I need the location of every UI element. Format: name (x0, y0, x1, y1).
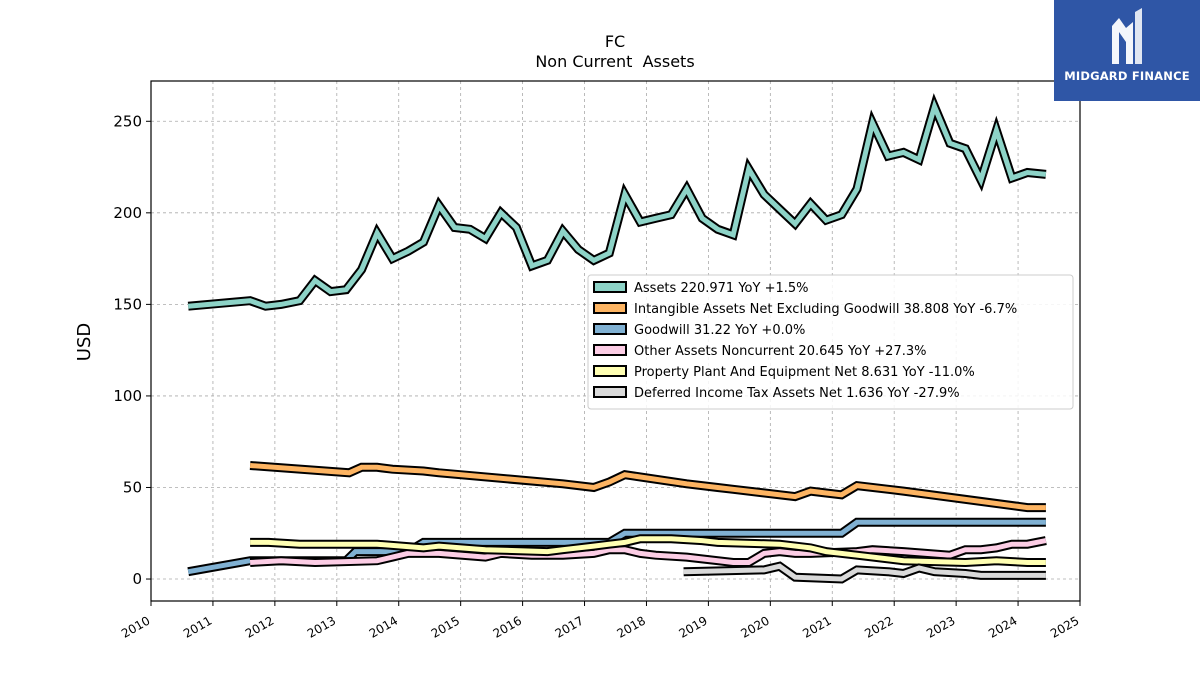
legend-item-label: Deferred Income Tax Assets Net 1.636 YoY… (634, 386, 960, 401)
x-tick-label: 2020 (738, 613, 771, 640)
x-tick-label: 2013 (305, 613, 338, 640)
x-tick-label: 2016 (491, 613, 524, 640)
chart-subtitle: Non Current Assets (535, 52, 694, 71)
x-tick-label: 2015 (429, 613, 462, 640)
y-axis-label: USD (74, 323, 95, 361)
brand-logo: MIDGARD FINANCE (1054, 0, 1200, 101)
series-layer (187, 93, 1047, 584)
chart-title: FC (605, 32, 625, 51)
x-tick-label: 2022 (862, 613, 895, 640)
legend-swatch (593, 386, 627, 398)
legend-swatch (593, 281, 627, 293)
y-tick-label: 100 (113, 387, 142, 405)
x-tick-label: 2021 (800, 613, 833, 640)
y-tick-label: 200 (113, 204, 142, 222)
legend-box (587, 274, 1074, 410)
legend-item-label: Property Plant And Equipment Net 8.631 Y… (634, 365, 975, 380)
x-tick-label: 2024 (986, 613, 1019, 640)
x-tick-label: 2023 (924, 613, 957, 640)
legend: Assets 220.971 YoY +1.5% Intangible Asset… (587, 274, 1074, 410)
y-tick-label: 250 (113, 112, 142, 130)
y-tick-label: 0 (132, 570, 142, 588)
legend-item-label: Intangible Assets Net Excluding Goodwill… (634, 302, 1017, 317)
x-tick-label: 2012 (243, 613, 276, 640)
x-tick-label: 2010 (119, 613, 152, 640)
brand-name: MIDGARD FINANCE (1064, 69, 1190, 83)
legend-item-label: Goodwill 31.22 YoY +0.0% (634, 323, 805, 338)
series-line (249, 536, 1047, 568)
plot-frame (150, 80, 1081, 602)
x-tick-label: 2018 (615, 613, 648, 640)
legend-swatch (593, 344, 627, 356)
y-tick-label: 50 (123, 478, 142, 496)
x-tick-label: 2019 (676, 613, 709, 640)
legend-swatch (593, 323, 627, 335)
series-line (187, 93, 1047, 311)
series-line (249, 461, 1046, 513)
x-tick-label: 2017 (553, 613, 586, 640)
legend-item-label: Other Assets Noncurrent 20.645 YoY +27.3… (634, 344, 926, 359)
x-tick-label: 2025 (1048, 613, 1081, 640)
x-tick-label: 2014 (367, 613, 400, 640)
series-line (250, 534, 1046, 568)
x-tick-label: 2011 (181, 613, 214, 640)
legend-swatch (593, 365, 627, 377)
legend-swatch (593, 302, 627, 314)
brand-logo-mark-icon (1112, 8, 1142, 64)
legend-item-label: Assets 220.971 YoY +1.5% (634, 281, 809, 296)
series-line (683, 561, 1046, 584)
y-tick-label: 150 (113, 295, 142, 313)
